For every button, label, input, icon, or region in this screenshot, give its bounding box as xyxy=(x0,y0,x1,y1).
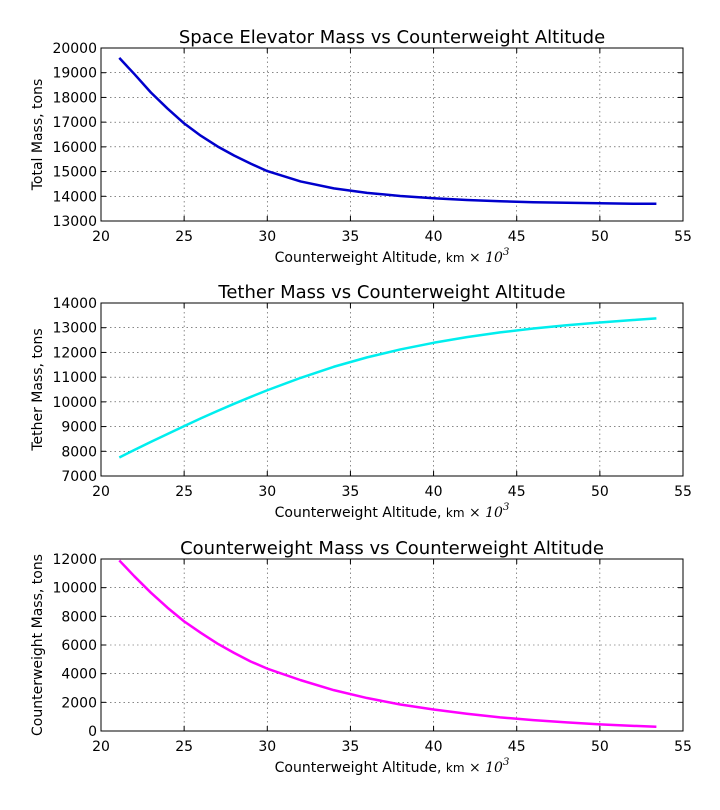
y-tick-label: 20000 xyxy=(52,41,97,57)
x-tick-label: 40 xyxy=(425,484,443,500)
x-axis-label: Counterweight Altitude, km × 103 xyxy=(275,757,510,776)
subplot-2: 20 25 30 35 40 45 50 55 7000 8000 9000 10000 11000 12… xyxy=(30,282,692,521)
chart-title: Counterweight Mass vs Counterweight Alti… xyxy=(180,538,604,559)
y-axis-label: Counterweight Mass, tons xyxy=(30,554,46,736)
y-tick-label: 4000 xyxy=(61,667,97,683)
x-tick-label: 30 xyxy=(258,229,276,245)
x-axis-label: Counterweight Altitude, km × 103 xyxy=(275,247,510,266)
x-tick-label: 25 xyxy=(175,739,193,755)
y-tick-label: 11000 xyxy=(52,370,97,386)
x-tick-label: 55 xyxy=(674,229,692,245)
x-tick-label: 35 xyxy=(342,229,360,245)
y-axis-label: Tether Mass, tons xyxy=(30,328,46,451)
y-tick-label: 0 xyxy=(88,724,97,740)
x-tick-label: 45 xyxy=(508,484,526,500)
plot-frame xyxy=(100,558,684,732)
series-line-1 xyxy=(118,317,657,459)
y-tick-label: 10000 xyxy=(52,395,97,411)
x-tick-label: 40 xyxy=(425,739,443,755)
y-tick-label: 12000 xyxy=(52,345,97,361)
y-tick-label: 12000 xyxy=(52,552,97,568)
x-tick-label: 40 xyxy=(425,229,443,245)
y-axis-label: Total Mass, tons xyxy=(30,79,46,192)
x-tick-label: 50 xyxy=(591,229,609,245)
y-tick-label: 19000 xyxy=(52,66,97,82)
y-tick-label: 13000 xyxy=(52,214,97,230)
x-tick-label: 30 xyxy=(258,484,276,500)
y-tick-label: 15000 xyxy=(52,165,97,181)
plot-frame xyxy=(100,302,684,477)
x-tick-label: 20 xyxy=(92,739,110,755)
y-tick-label: 8000 xyxy=(61,609,97,625)
x-tick-label: 55 xyxy=(674,484,692,500)
chart-title: Space Elevator Mass vs Counterweight Alt… xyxy=(179,27,605,48)
x-tick-label: 20 xyxy=(92,229,110,245)
x-tick-label: 50 xyxy=(591,484,609,500)
x-tick-label: 55 xyxy=(674,739,692,755)
x-axis-label: Counterweight Altitude, km × 103 xyxy=(275,502,510,521)
y-tick-label: 16000 xyxy=(52,140,97,156)
x-tick-label: 50 xyxy=(591,739,609,755)
x-tick-label: 45 xyxy=(508,739,526,755)
y-tick-label: 8000 xyxy=(61,444,97,460)
x-tick-label: 30 xyxy=(258,739,276,755)
subplot-1: 20 25 30 35 40 45 50 55 13000 14000 15000 16000 1700… xyxy=(30,27,692,266)
y-tick-label: 14000 xyxy=(52,296,97,312)
subplot-3: 20 25 30 35 40 45 50 55 0 2000 4000 6000 8000 10000 12… xyxy=(30,538,692,776)
y-tick-label: 7000 xyxy=(61,469,97,485)
series-line-1 xyxy=(118,559,657,728)
y-tick-label: 14000 xyxy=(52,189,97,205)
x-tick-label: 25 xyxy=(175,484,193,500)
y-tick-label: 2000 xyxy=(61,695,97,711)
chart-title: Tether Mass vs Counterweight Altitude xyxy=(217,282,565,303)
x-tick-label: 25 xyxy=(175,229,193,245)
y-tick-label: 9000 xyxy=(61,420,97,436)
y-tick-label: 10000 xyxy=(52,581,97,597)
y-tick-label: 18000 xyxy=(52,90,97,106)
x-tick-label: 20 xyxy=(92,484,110,500)
y-tick-label: 13000 xyxy=(52,321,97,337)
x-tick-label: 45 xyxy=(508,229,526,245)
x-tick-label: 35 xyxy=(342,739,360,755)
series-line-1 xyxy=(118,57,657,205)
x-tick-label: 35 xyxy=(342,484,360,500)
y-tick-label: 6000 xyxy=(61,638,97,654)
y-tick-label: 17000 xyxy=(52,115,97,131)
plot-frame xyxy=(100,47,684,222)
